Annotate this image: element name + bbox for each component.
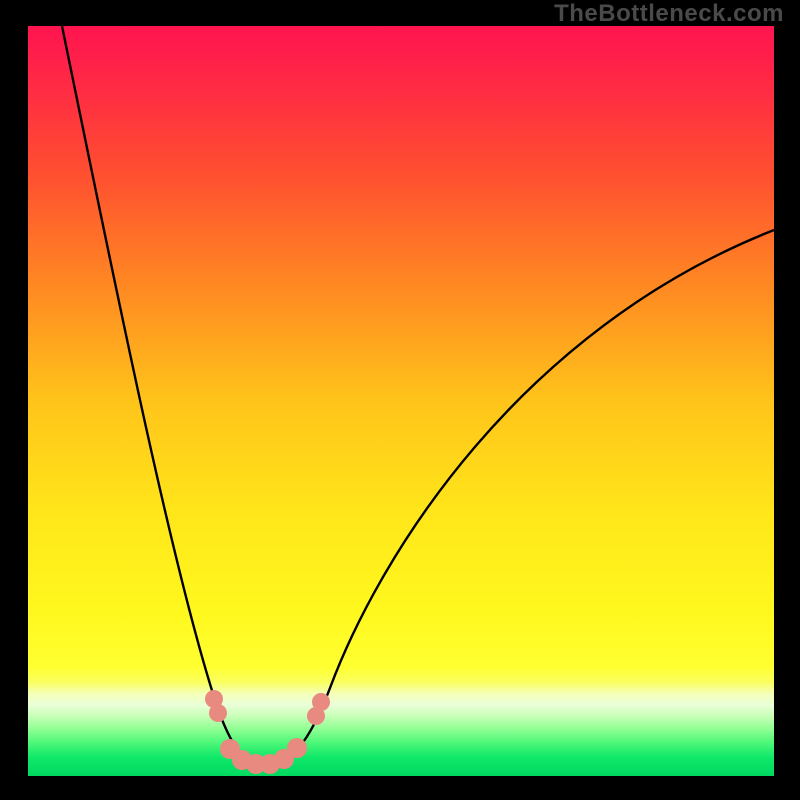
- curve-marker: [287, 738, 307, 758]
- bottleneck-curve: [62, 26, 774, 764]
- watermark-text: TheBottleneck.com: [554, 0, 784, 28]
- chart-root: TheBottleneck.com: [0, 0, 800, 800]
- curve-marker: [312, 693, 330, 711]
- curve-markers: [205, 690, 330, 774]
- chart-svg: [0, 0, 800, 800]
- curve-marker: [209, 704, 227, 722]
